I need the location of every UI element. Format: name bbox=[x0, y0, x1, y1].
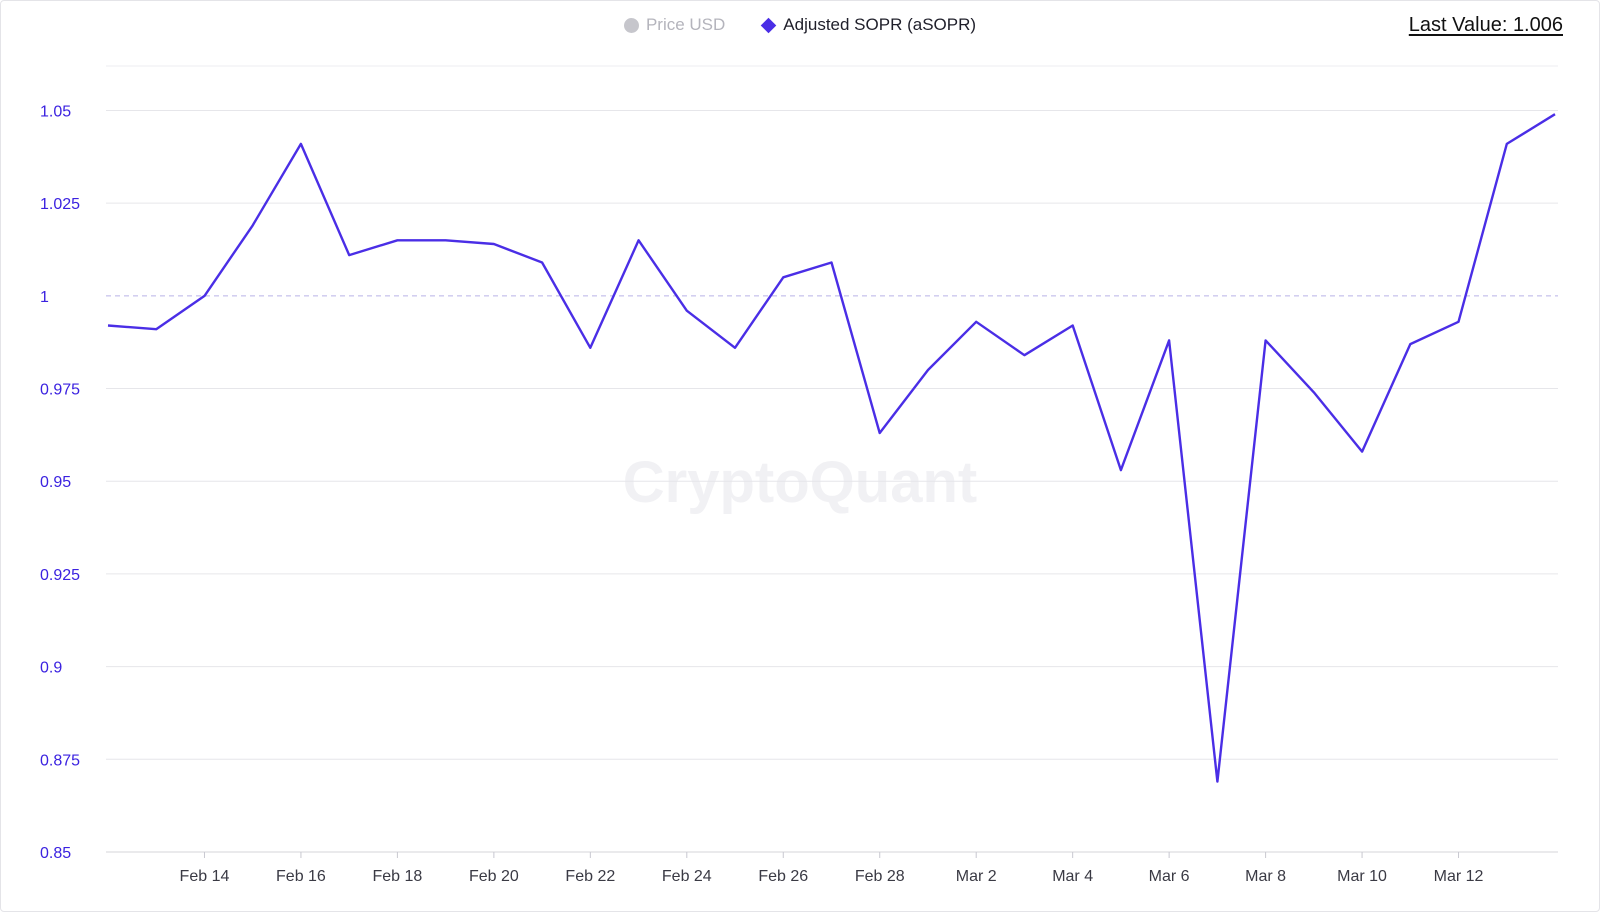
x-tick-label: Mar 4 bbox=[1052, 868, 1093, 885]
x-tick-label: Mar 2 bbox=[956, 868, 997, 885]
data-point[interactable] bbox=[586, 344, 594, 352]
legend-item-price-usd[interactable]: Price USD bbox=[623, 15, 726, 35]
last-value-link[interactable]: Last Value: 1.006 bbox=[1408, 14, 1563, 36]
y-tick-label: 0.875 bbox=[40, 752, 80, 769]
series-line-asopr[interactable] bbox=[107, 113, 1556, 783]
y-tick-label: 1.05 bbox=[40, 103, 71, 120]
data-point[interactable] bbox=[538, 259, 546, 267]
data-point[interactable] bbox=[1213, 778, 1221, 786]
data-point[interactable] bbox=[1020, 351, 1028, 359]
y-tick-label: 1 bbox=[40, 289, 49, 306]
data-point[interactable] bbox=[1551, 110, 1559, 118]
data-point[interactable] bbox=[828, 259, 836, 267]
data-point[interactable] bbox=[1503, 140, 1511, 148]
data-point[interactable] bbox=[104, 322, 112, 330]
data-point[interactable] bbox=[779, 273, 787, 281]
x-tick-label: Mar 8 bbox=[1245, 868, 1286, 885]
legend-label: Adjusted SOPR (aSOPR) bbox=[783, 15, 977, 34]
data-point[interactable] bbox=[1358, 448, 1366, 456]
circle-icon bbox=[623, 17, 639, 33]
x-tick-label: Mar 6 bbox=[1149, 868, 1190, 885]
watermark-text: CryptoQuant bbox=[623, 450, 977, 515]
x-tick-label: Feb 16 bbox=[276, 868, 326, 885]
data-point[interactable] bbox=[683, 307, 691, 315]
data-point[interactable] bbox=[635, 236, 643, 244]
data-point[interactable] bbox=[152, 325, 160, 333]
data-point[interactable] bbox=[200, 292, 208, 300]
series-layer bbox=[104, 110, 1559, 786]
x-tick-label: Feb 18 bbox=[372, 868, 422, 885]
data-point[interactable] bbox=[876, 429, 884, 437]
data-point[interactable] bbox=[249, 221, 257, 229]
data-point[interactable] bbox=[1455, 318, 1463, 326]
x-tick-label: Feb 14 bbox=[180, 868, 230, 885]
data-point[interactable] bbox=[1069, 322, 1077, 330]
data-point[interactable] bbox=[1117, 466, 1125, 474]
x-tick-label: Feb 26 bbox=[758, 868, 808, 885]
data-point[interactable] bbox=[297, 140, 305, 148]
data-point[interactable] bbox=[1406, 340, 1414, 348]
data-point[interactable] bbox=[393, 236, 401, 244]
data-point[interactable] bbox=[1165, 336, 1173, 344]
x-tick-label: Mar 10 bbox=[1337, 868, 1387, 885]
legend: Price USD Adjusted SOPR (aSOPR) bbox=[0, 14, 1600, 36]
data-point[interactable] bbox=[490, 240, 498, 248]
x-tick-label: Feb 28 bbox=[855, 868, 905, 885]
axis-layer: 0.85 0.875 0.9 0.925 0.95 0.975 1 1.025 1.05 Feb … bbox=[40, 103, 1558, 885]
data-point[interactable] bbox=[972, 318, 980, 326]
data-point[interactable] bbox=[345, 251, 353, 259]
y-tick-label: 0.925 bbox=[40, 567, 80, 584]
legend-label: Price USD bbox=[645, 15, 726, 34]
y-tick-label: 0.975 bbox=[40, 382, 80, 399]
y-tick-label: 0.95 bbox=[40, 474, 71, 491]
y-tick-label: 0.85 bbox=[40, 845, 71, 862]
x-tick-label: Feb 22 bbox=[565, 868, 615, 885]
data-point[interactable] bbox=[731, 344, 739, 352]
x-tick-label: Feb 24 bbox=[662, 868, 712, 885]
data-point[interactable] bbox=[1262, 336, 1270, 344]
legend-item-asopr[interactable]: Adjusted SOPR (aSOPR) bbox=[761, 15, 977, 35]
x-tick-label: Feb 20 bbox=[469, 868, 519, 885]
data-point[interactable] bbox=[924, 366, 932, 374]
data-point[interactable] bbox=[1310, 388, 1318, 396]
y-tick-label: 0.9 bbox=[40, 660, 62, 677]
x-tick-label: Mar 12 bbox=[1434, 868, 1484, 885]
y-tick-label: 1.025 bbox=[40, 196, 80, 213]
data-point[interactable] bbox=[442, 236, 450, 244]
